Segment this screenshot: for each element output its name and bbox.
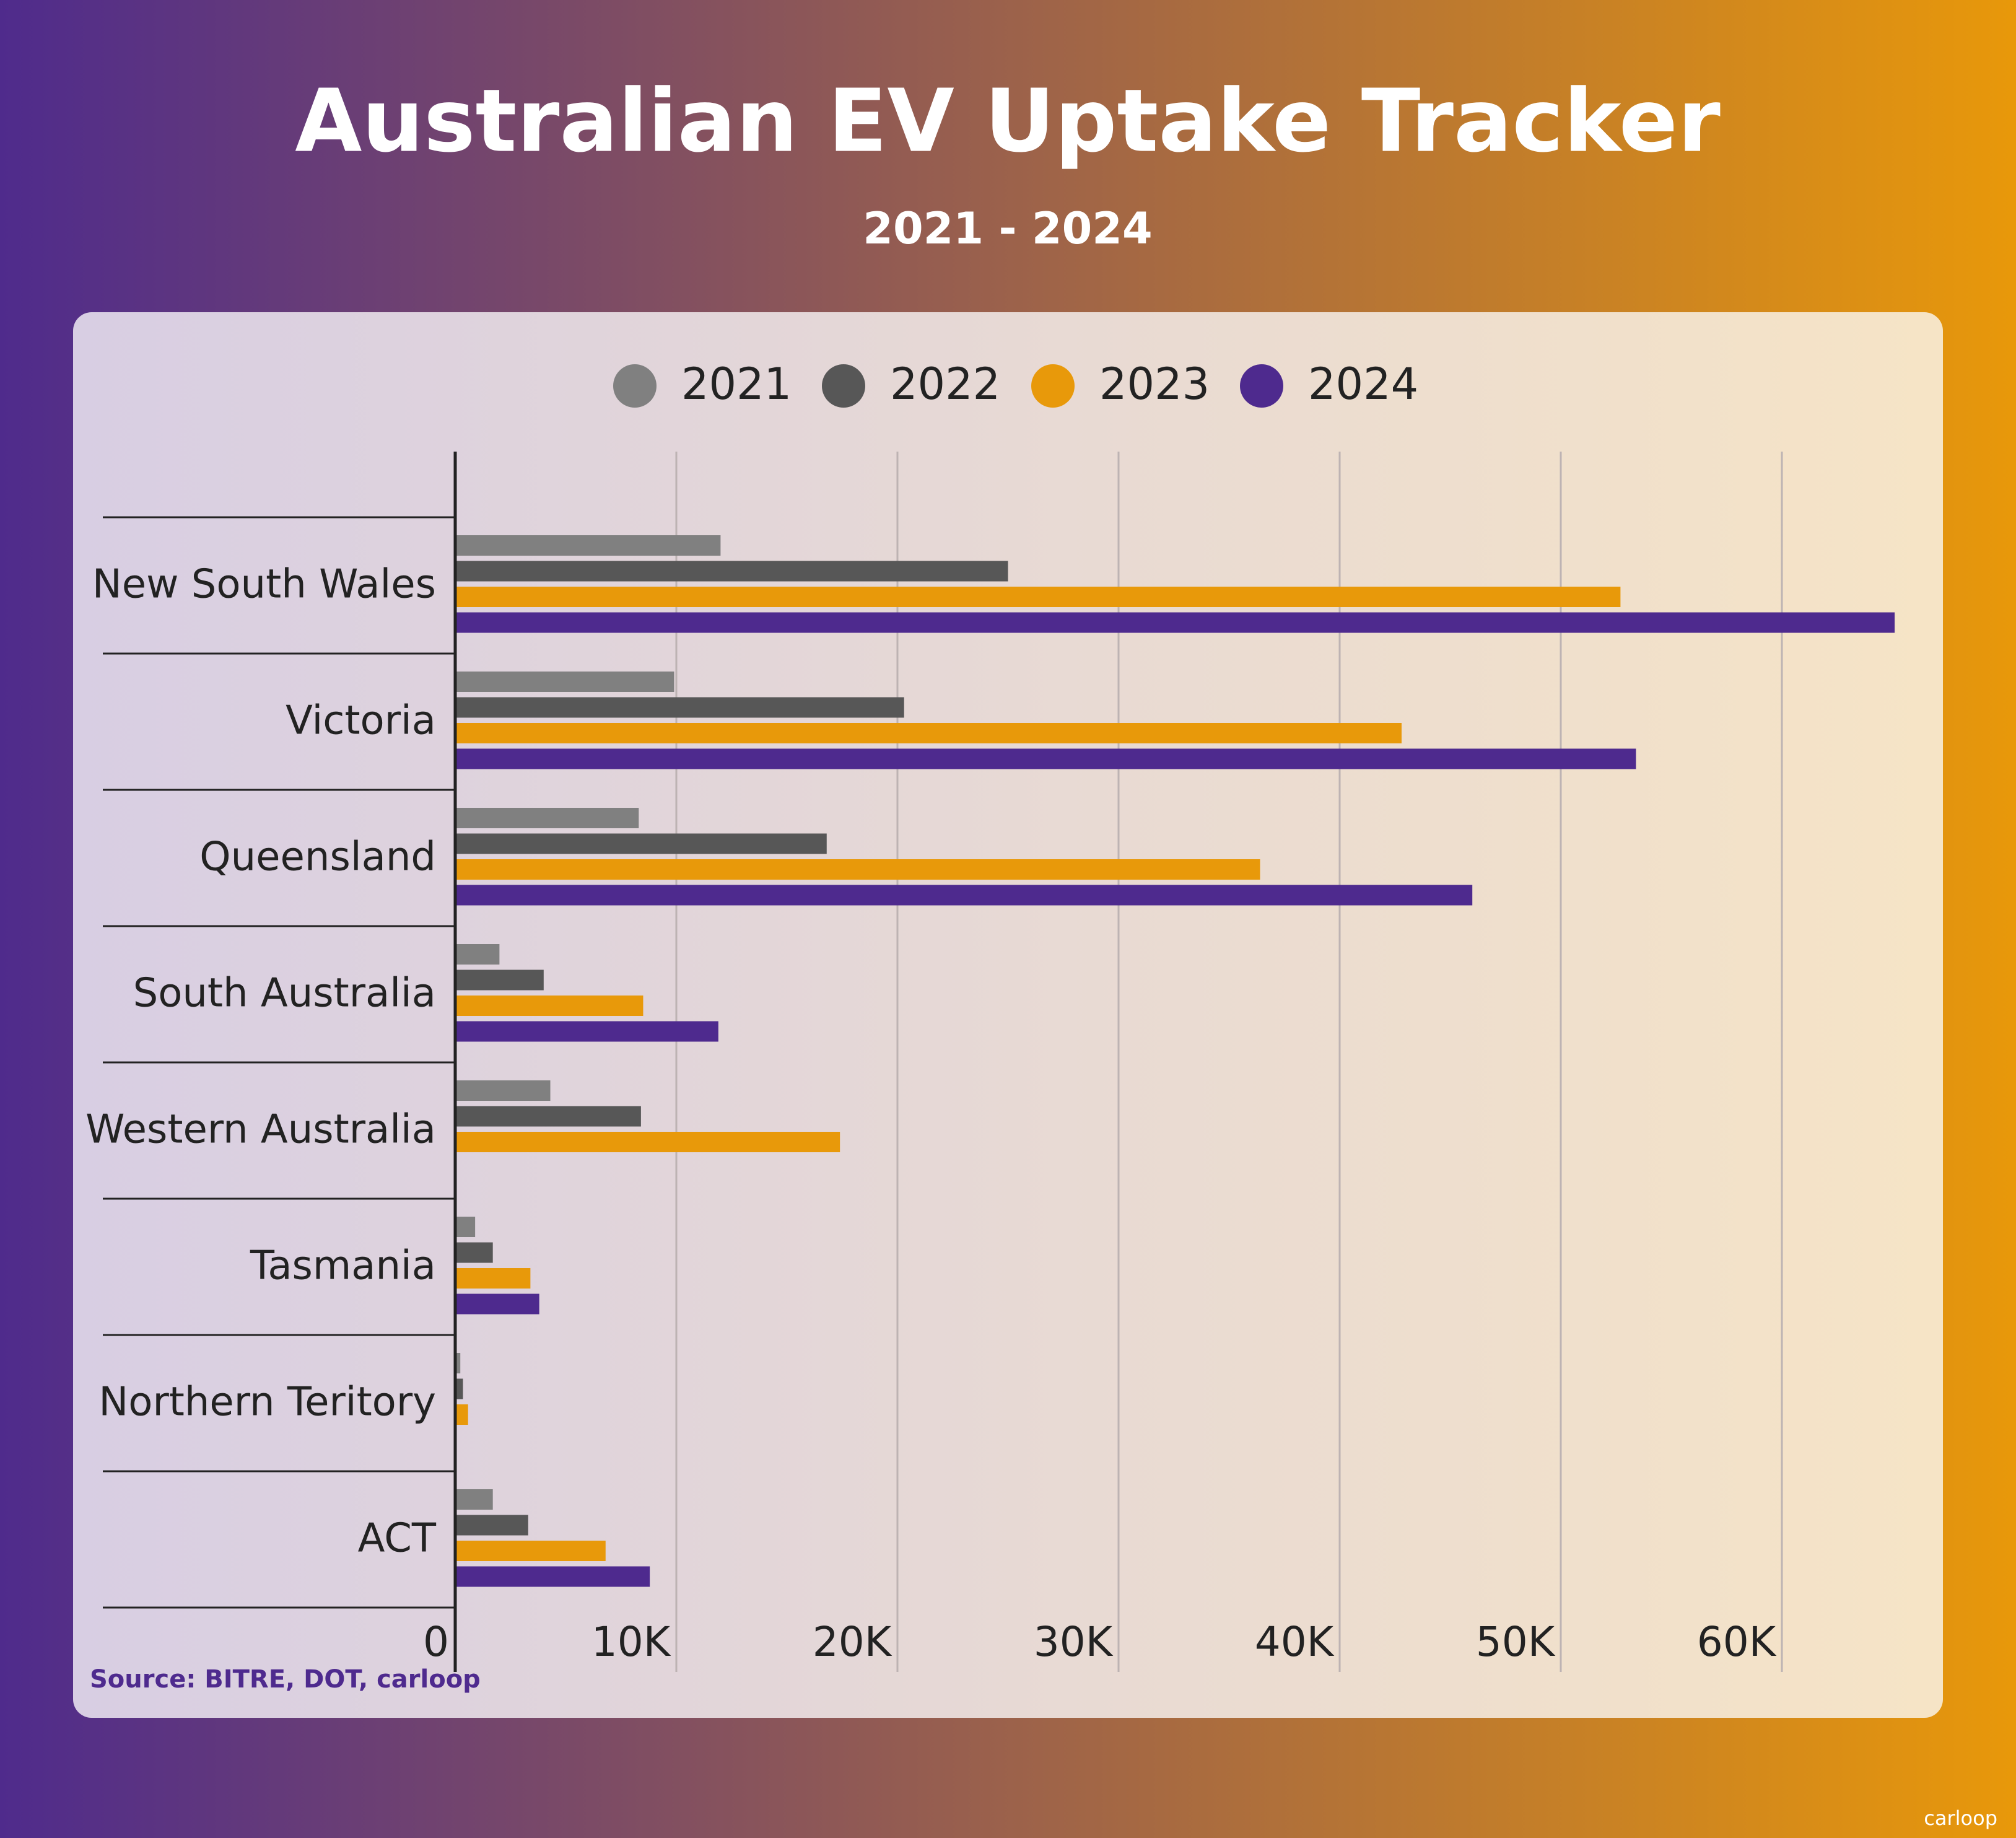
- y-tick-label: ACT: [358, 1516, 437, 1562]
- x-tick-label: 50K: [1476, 1618, 1556, 1666]
- x-tick-label: 40K: [1255, 1618, 1335, 1666]
- legend-label: 2021: [681, 359, 792, 409]
- source: Source: BITRE, DOT, carloop: [90, 1665, 481, 1694]
- bar: [455, 885, 1473, 906]
- bar: [455, 833, 827, 854]
- bar: [455, 1515, 528, 1536]
- bar: [455, 1268, 531, 1289]
- bar: [455, 587, 1621, 607]
- chart-subtitle: 2021 - 2024: [863, 203, 1152, 254]
- y-tick-label: Northern Teritory: [98, 1380, 436, 1425]
- bar: [455, 697, 904, 718]
- card: [73, 312, 1943, 1718]
- bar: [455, 1080, 551, 1101]
- bar: [455, 1217, 476, 1237]
- bar: [455, 1132, 840, 1152]
- chart-title: Australian EV Uptake Tracker: [295, 71, 1721, 172]
- legend-label: 2023: [1099, 359, 1210, 409]
- bar: [455, 944, 500, 965]
- bar: [455, 1566, 650, 1587]
- bar: [455, 1378, 463, 1399]
- bar: [455, 1353, 461, 1373]
- legend-label: 2022: [890, 359, 1000, 409]
- x-tick-label: 60K: [1697, 1618, 1777, 1666]
- bar: [455, 1242, 493, 1263]
- y-tick-label: New South Wales: [92, 562, 436, 608]
- bar: [455, 612, 1895, 633]
- bar: [455, 859, 1260, 880]
- y-tick-label: Victoria: [286, 698, 436, 744]
- y-tick-label: Western Australia: [85, 1107, 436, 1153]
- y-tick-label: Queensland: [199, 834, 436, 880]
- legend-label: 2024: [1308, 359, 1418, 409]
- x-tick-label: 10K: [591, 1618, 671, 1666]
- legend-marker: [1240, 364, 1283, 408]
- y-tick-label: South Australia: [133, 971, 436, 1017]
- bar: [455, 996, 644, 1016]
- bar: [455, 1021, 718, 1042]
- legend-marker: [613, 364, 657, 408]
- bar: [455, 561, 1008, 582]
- bar: [455, 1404, 468, 1425]
- brand-logo: carloop: [1924, 1806, 1997, 1830]
- x-tick-label: 20K: [813, 1618, 892, 1666]
- bar: [455, 535, 721, 556]
- legend-marker: [822, 364, 865, 408]
- x-tick-label: 30K: [1034, 1618, 1114, 1666]
- legend-marker: [1031, 364, 1075, 408]
- bar: [455, 748, 1636, 769]
- bar: [455, 1106, 641, 1127]
- bar: [455, 672, 674, 692]
- y-tick-label: Tasmania: [250, 1243, 436, 1289]
- bar: [455, 1293, 539, 1315]
- bar: [455, 969, 544, 991]
- x-tick-label: 0: [423, 1618, 449, 1666]
- bar: [455, 808, 639, 828]
- bar: [455, 1541, 606, 1561]
- bar: [455, 1489, 493, 1510]
- bar: [455, 723, 1402, 743]
